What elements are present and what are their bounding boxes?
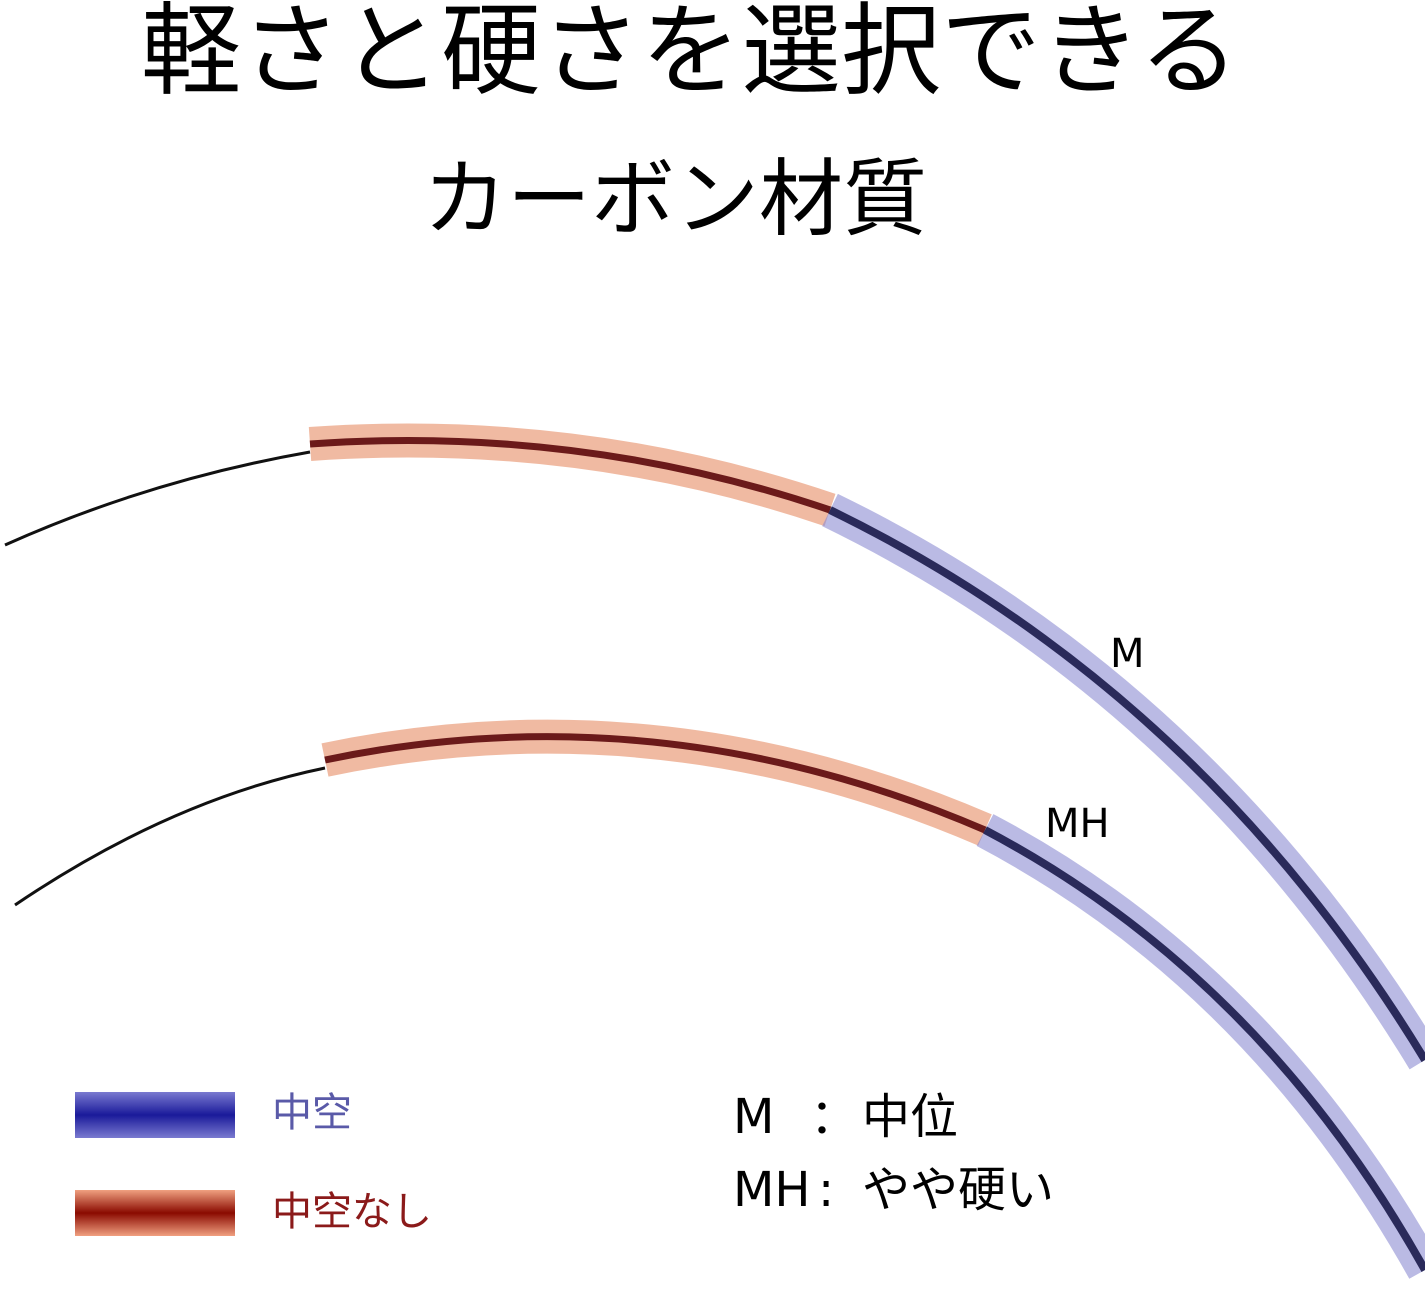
key-code: MH: [733, 1162, 811, 1218]
rod-tip: [14, 766, 326, 907]
rod-label: M: [1110, 631, 1145, 677]
solid-core: [324, 733, 987, 834]
key-separator: :: [818, 1162, 834, 1218]
legend-label: 中空なし: [272, 1189, 432, 1235]
hollow-section: [822, 493, 1425, 1070]
rod-tip: [4, 450, 311, 547]
solid-section: [321, 719, 992, 846]
key-meaning: やや硬い: [862, 1162, 1054, 1218]
rod-lower: [14, 719, 1425, 1279]
title-line-2: カーボン材質: [423, 150, 927, 248]
key-code: M: [733, 1089, 774, 1145]
legend-swatch: [75, 1092, 235, 1138]
rod-label: MH: [1045, 801, 1110, 847]
hollow-core: [983, 826, 1425, 1272]
key-separator: ：: [810, 1089, 858, 1145]
title-line-1: 軽さと硬さを選択できる: [141, 0, 1239, 109]
key-meaning: 中位: [862, 1089, 958, 1145]
legend-swatch: [75, 1190, 235, 1236]
hollow-core: [828, 506, 1425, 1063]
legend-label: 中空: [272, 1090, 352, 1136]
solid-core: [309, 437, 832, 514]
rod-upper: [4, 423, 1425, 1070]
